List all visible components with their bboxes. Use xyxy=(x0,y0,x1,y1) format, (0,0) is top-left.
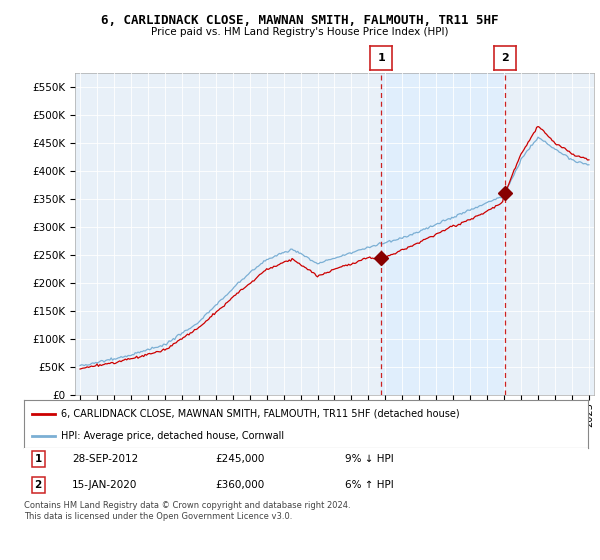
Text: 2: 2 xyxy=(34,480,42,491)
Text: 1: 1 xyxy=(377,53,385,63)
Text: 1: 1 xyxy=(34,454,42,464)
Text: 9% ↓ HPI: 9% ↓ HPI xyxy=(346,454,394,464)
Text: 15-JAN-2020: 15-JAN-2020 xyxy=(72,480,137,491)
Text: Price paid vs. HM Land Registry's House Price Index (HPI): Price paid vs. HM Land Registry's House … xyxy=(151,27,449,37)
Text: HPI: Average price, detached house, Cornwall: HPI: Average price, detached house, Corn… xyxy=(61,431,284,441)
Text: Contains HM Land Registry data © Crown copyright and database right 2024.
This d: Contains HM Land Registry data © Crown c… xyxy=(24,501,350,521)
Text: £360,000: £360,000 xyxy=(216,480,265,491)
Text: 6% ↑ HPI: 6% ↑ HPI xyxy=(346,480,394,491)
Text: 2: 2 xyxy=(501,53,509,63)
Text: 6, CARLIDNACK CLOSE, MAWNAN SMITH, FALMOUTH, TR11 5HF (detached house): 6, CARLIDNACK CLOSE, MAWNAN SMITH, FALMO… xyxy=(61,409,459,419)
Text: 28-SEP-2012: 28-SEP-2012 xyxy=(72,454,138,464)
Text: £245,000: £245,000 xyxy=(216,454,265,464)
Text: 6, CARLIDNACK CLOSE, MAWNAN SMITH, FALMOUTH, TR11 5HF: 6, CARLIDNACK CLOSE, MAWNAN SMITH, FALMO… xyxy=(101,14,499,27)
Bar xyxy=(381,73,505,395)
